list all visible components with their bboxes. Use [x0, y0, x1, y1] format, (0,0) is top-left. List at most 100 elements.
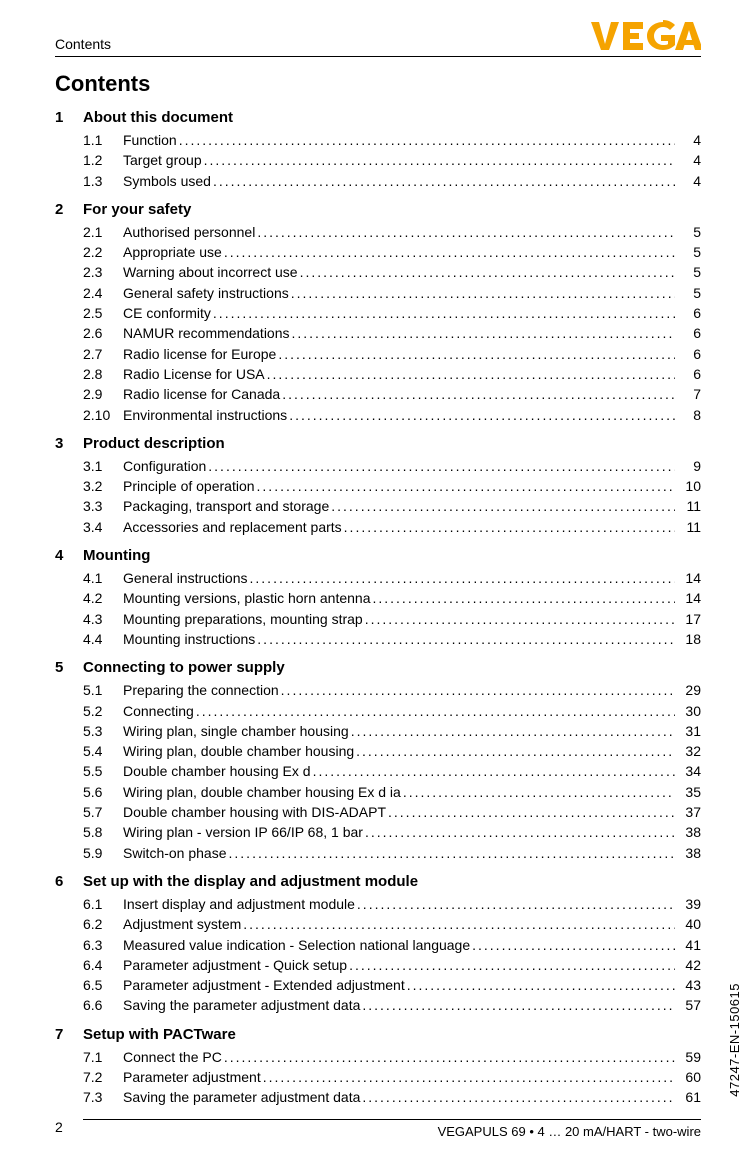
toc-section-number: 3	[55, 435, 83, 452]
toc-entry: 5.9Switch-on phase .....................…	[83, 843, 701, 863]
toc-entry-label: Connecting	[123, 701, 196, 721]
toc-entry-label: Connect the PC	[123, 1047, 224, 1067]
toc-leader-dots: ........................................…	[362, 995, 675, 1015]
toc-leader-dots: ........................................…	[362, 1087, 675, 1107]
toc-leader-dots: ........................................…	[349, 955, 675, 975]
toc-entry-label: Parameter adjustment - Extended adjustme…	[123, 975, 407, 995]
toc-entry-page: 11	[675, 517, 701, 537]
toc-entry-number: 5.2	[83, 701, 123, 721]
toc-entry-page: 5	[675, 242, 701, 262]
toc-entry: 2.3Warning about incorrect use .........…	[83, 262, 701, 282]
toc-entry-label: Wiring plan, single chamber housing	[123, 721, 351, 741]
toc-entry-number: 4.2	[83, 588, 123, 608]
toc-leader-dots: ........................................…	[289, 405, 675, 425]
toc-entry-label: Environmental instructions	[123, 405, 289, 425]
toc-entry: 2.1Authorised personnel ................…	[83, 222, 701, 242]
toc-entry-number: 3.1	[83, 456, 123, 476]
toc-entry-page: 32	[675, 741, 701, 761]
vega-logo-svg	[591, 20, 701, 52]
toc-leader-dots: ........................................…	[351, 721, 675, 741]
toc-leader-dots: ........................................…	[407, 975, 675, 995]
toc-leader-dots: ........................................…	[282, 384, 675, 404]
toc-leader-dots: ........................................…	[291, 283, 675, 303]
toc-entry-label: Wiring plan, double chamber housing	[123, 741, 356, 761]
toc-entry: 6.4Parameter adjustment - Quick setup ..…	[83, 955, 701, 975]
toc-entry-page: 34	[675, 761, 701, 781]
toc-entry-number: 5.4	[83, 741, 123, 761]
toc-entry-page: 10	[675, 476, 701, 496]
toc-entry-label: Mounting preparations, mounting strap	[123, 609, 365, 629]
toc-entry-page: 6	[675, 303, 701, 323]
toc-leader-dots: ........................................…	[213, 171, 675, 191]
header-label: Contents	[55, 36, 111, 52]
toc-entry: 2.5CE conformity .......................…	[83, 303, 701, 323]
toc-entry-label: Insert display and adjustment module	[123, 894, 357, 914]
toc-entry-label: Warning about incorrect use	[123, 262, 300, 282]
toc-leader-dots: ........................................…	[357, 894, 675, 914]
toc-leader-dots: ........................................…	[292, 323, 676, 343]
toc-entry-page: 39	[675, 894, 701, 914]
footer-page-number: 2	[55, 1119, 63, 1139]
toc-section-title: 3Product description	[55, 435, 701, 452]
toc-entry-number: 5.6	[83, 782, 123, 802]
toc-entry-number: 7.3	[83, 1087, 123, 1107]
toc-section-number: 6	[55, 873, 83, 890]
toc-entry-page: 38	[675, 822, 701, 842]
toc-entry-label: Radio license for Europe	[123, 344, 278, 364]
toc-entry-page: 60	[675, 1067, 701, 1087]
toc-entry: 5.6Wiring plan, double chamber housing E…	[83, 782, 701, 802]
toc-entry-label: CE conformity	[123, 303, 213, 323]
toc-leader-dots: ........................................…	[257, 629, 675, 649]
toc-entry: 6.6Saving the parameter adjustment data …	[83, 995, 701, 1015]
toc-entry-label: Parameter adjustment - Quick setup	[123, 955, 349, 975]
toc-section-number: 7	[55, 1026, 83, 1043]
toc-leader-dots: ........................................…	[196, 701, 675, 721]
toc-entry-number: 6.4	[83, 955, 123, 975]
toc-section-title: 1About this document	[55, 109, 701, 126]
toc-entry-page: 59	[675, 1047, 701, 1067]
toc-leader-dots: ........................................…	[403, 782, 675, 802]
toc-leader-dots: ........................................…	[208, 456, 675, 476]
toc-section-label: Connecting to power supply	[83, 659, 285, 676]
side-doc-id: 47247-EN-150615	[727, 983, 742, 1097]
toc-entry: 5.2Connecting ..........................…	[83, 701, 701, 721]
toc-entry: 7.2Parameter adjustment ................…	[83, 1067, 701, 1087]
toc-entry-label: Measured value indication - Selection na…	[123, 935, 472, 955]
toc-leader-dots: ........................................…	[372, 588, 675, 608]
toc-leader-dots: ........................................…	[344, 517, 675, 537]
page: Contents Contents	[0, 0, 756, 1157]
toc-entry: 4.4Mounting instructions ...............…	[83, 629, 701, 649]
toc-entry-number: 6.1	[83, 894, 123, 914]
toc-leader-dots: ........................................…	[365, 609, 675, 629]
toc-entry-number: 2.7	[83, 344, 123, 364]
toc-entry-label: Wiring plan, double chamber housing Ex d…	[123, 782, 403, 802]
toc-entry-number: 2.4	[83, 283, 123, 303]
toc-entry-label: Packaging, transport and storage	[123, 496, 331, 516]
toc-entry: 3.4Accessories and replacement parts ...…	[83, 517, 701, 537]
toc-entry-page: 6	[675, 323, 701, 343]
toc-entry-page: 43	[675, 975, 701, 995]
toc-section-number: 4	[55, 547, 83, 564]
toc-entry-label: Double chamber housing with DIS-ADAPT	[123, 802, 388, 822]
toc-section-number: 1	[55, 109, 83, 126]
toc-leader-dots: ........................................…	[300, 262, 675, 282]
toc-entry: 3.3Packaging, transport and storage ....…	[83, 496, 701, 516]
toc-entry-label: Parameter adjustment	[123, 1067, 263, 1087]
toc-entry-page: 8	[675, 405, 701, 425]
toc-leader-dots: ........................................…	[224, 242, 675, 262]
toc-leader-dots: ........................................…	[179, 130, 675, 150]
toc-entry-label: General safety instructions	[123, 283, 291, 303]
toc-entry: 7.1Connect the PC ......................…	[83, 1047, 701, 1067]
header-row: Contents	[55, 20, 701, 57]
toc-section-title: 4Mounting	[55, 547, 701, 564]
toc-entry-number: 4.4	[83, 629, 123, 649]
toc-entry: 1.3Symbols used ........................…	[83, 171, 701, 191]
toc-entry: 2.10Environmental instructions .........…	[83, 405, 701, 425]
toc-entry-page: 6	[675, 364, 701, 384]
toc-entry-number: 5.8	[83, 822, 123, 842]
toc-entry: 3.1Configuration .......................…	[83, 456, 701, 476]
toc-leader-dots: ........................................…	[224, 1047, 675, 1067]
toc-section-label: Set up with the display and adjustment m…	[83, 873, 418, 890]
toc-entry-page: 35	[675, 782, 701, 802]
toc-entry: 2.7Radio license for Europe ............…	[83, 344, 701, 364]
